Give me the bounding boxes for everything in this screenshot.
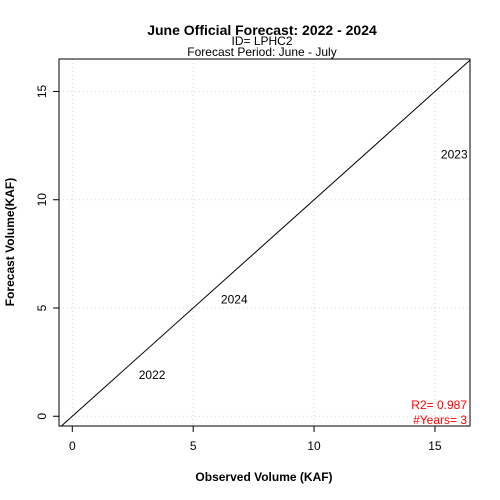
chart-subtitle-period: Forecast Period: June - July — [187, 45, 336, 59]
y-tick-label-2: 10 — [35, 193, 49, 207]
one-to-one-line — [61, 59, 471, 427]
chart-title: June Official Forecast: 2022 - 2024 — [147, 22, 377, 38]
x-tick-label-3: 15 — [428, 439, 442, 453]
r2-stat: R2= 0.987 — [411, 398, 467, 412]
plot-area: 2022 2023 2024 — [61, 59, 471, 427]
y-tick-label-1: 5 — [35, 304, 49, 311]
y-axis: 0 5 10 15 — [35, 84, 59, 420]
x-tick-label-0: 0 — [69, 439, 76, 453]
years-stat: #Years= 3 — [413, 413, 467, 427]
x-tick-label-2: 10 — [307, 439, 321, 453]
x-axis-label: Observed Volume (KAF) — [195, 470, 332, 484]
point-label-2023: 2023 — [441, 147, 468, 161]
chart-subtitle-id: ID= LPHC2 — [231, 34, 292, 48]
plot-frame — [58, 58, 471, 427]
point-label-2022: 2022 — [139, 368, 166, 382]
point-label-2024: 2024 — [221, 292, 248, 306]
x-axis: 0 5 10 15 — [69, 426, 442, 453]
x-tick-label-1: 5 — [190, 439, 197, 453]
y-tick-label-0: 0 — [35, 413, 49, 420]
y-tick-label-3: 15 — [35, 84, 49, 98]
grid-lines — [59, 59, 470, 426]
y-axis-label: Forecast Volume(KAF) — [3, 178, 17, 306]
